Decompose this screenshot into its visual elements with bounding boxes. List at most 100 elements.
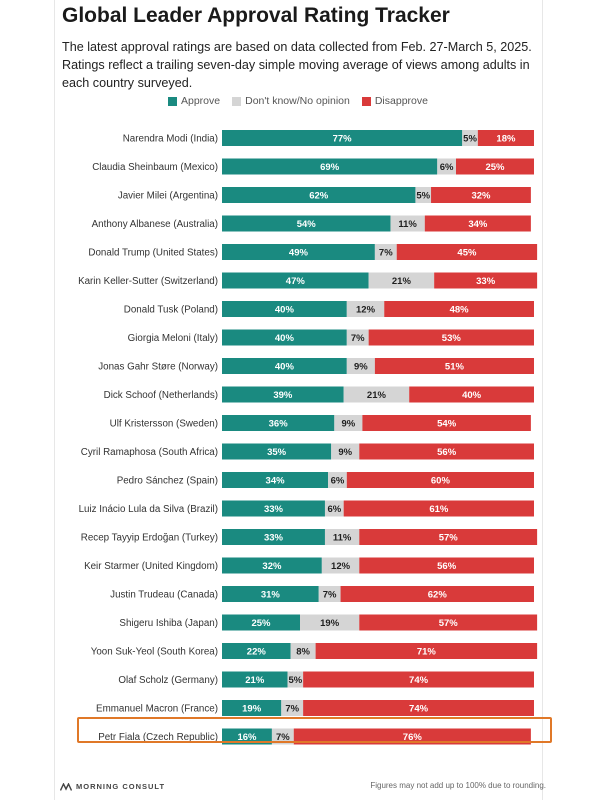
value-label-no-opinion-narendra-modi-india: 5% xyxy=(463,134,477,145)
value-label-disapprove-shigeru-ishiba-japan: 57% xyxy=(439,618,459,629)
value-label-disapprove-cyril-ramaphosa-south-africa: 56% xyxy=(437,447,457,458)
bar-no-opinion-yoon-suk-yeol-south-korea xyxy=(290,643,316,659)
bar-approve-donald-tusk-poland xyxy=(222,301,347,317)
value-label-approve-yoon-suk-yeol-south-korea: 22% xyxy=(247,647,267,658)
value-label-no-opinion-luiz-inacio-lula-da-silva-brazil: 6% xyxy=(327,504,341,515)
bar-approve-karin-keller-sutter-switzerland xyxy=(222,272,369,289)
value-label-no-opinion-giorgia-meloni-italy: 7% xyxy=(351,333,365,344)
bar-disapprove-donald-tusk-poland xyxy=(384,301,534,317)
bar-disapprove-yoon-suk-yeol-south-korea xyxy=(315,643,538,659)
bar-no-opinion-karin-keller-sutter-switzerland xyxy=(368,272,435,289)
value-label-disapprove-keir-starmer-united-kingdom: 56% xyxy=(437,561,457,572)
category-label-yoon-suk-yeol-south-korea: Yoon Suk-Yeol (South Korea) xyxy=(91,647,218,658)
value-label-disapprove-pedro-sanchez-spain: 60% xyxy=(431,476,451,487)
value-label-disapprove-jonas-gahr-st-re-norway: 51% xyxy=(445,362,465,373)
value-label-disapprove-narendra-modi-india: 18% xyxy=(496,134,516,145)
legend-label-approve: Approve xyxy=(181,95,221,107)
value-label-disapprove-olaf-scholz-germany: 74% xyxy=(409,675,429,686)
chart-subtitle: The latest approval ratings are based on… xyxy=(62,40,532,90)
bar-no-opinion-narendra-modi-india xyxy=(462,130,478,146)
value-label-approve-anthony-albanese-australia: 54% xyxy=(297,219,317,230)
legend-label-no-opinion: Don't know/No opinion xyxy=(245,95,350,107)
value-label-approve-petr-fiala-czech-republic: 16% xyxy=(237,732,257,743)
bar-disapprove-karin-keller-sutter-switzerland xyxy=(434,272,538,289)
value-label-disapprove-justin-trudeau-canada: 62% xyxy=(428,590,448,601)
value-label-no-opinion-recep-tayyip-erdogan-turkey: 11% xyxy=(333,533,352,544)
bar-approve-justin-trudeau-canada xyxy=(222,586,319,602)
category-label-karin-keller-sutter-switzerland: Karin Keller-Sutter (Switzerland) xyxy=(78,276,218,287)
value-label-disapprove-ulf-kristersson-sweden: 54% xyxy=(437,419,457,430)
bar-disapprove-dick-schoof-netherlands xyxy=(409,386,534,403)
bar-no-opinion-giorgia-meloni-italy xyxy=(346,329,369,346)
bar-approve-dick-schoof-netherlands xyxy=(222,386,344,403)
category-label-justin-trudeau-canada: Justin Trudeau (Canada) xyxy=(110,590,218,601)
bar-no-opinion-donald-tusk-poland xyxy=(346,301,385,317)
value-label-disapprove-karin-keller-sutter-switzerland: 33% xyxy=(476,276,496,287)
value-label-disapprove-claudia-sheinbaum-mexico: 25% xyxy=(485,162,505,173)
value-label-no-opinion-donald-trump-united-states: 7% xyxy=(379,248,393,259)
bar-disapprove-ulf-kristersson-sweden xyxy=(362,415,531,431)
bar-disapprove-luiz-inacio-lula-da-silva-brazil xyxy=(343,500,534,517)
value-label-approve-donald-trump-united-states: 49% xyxy=(289,248,309,259)
value-label-disapprove-petr-fiala-czech-republic: 76% xyxy=(403,732,423,743)
value-label-approve-giorgia-meloni-italy: 40% xyxy=(275,333,295,344)
bar-no-opinion-ulf-kristersson-sweden xyxy=(334,415,363,431)
category-label-claudia-sheinbaum-mexico: Claudia Sheinbaum (Mexico) xyxy=(92,162,218,173)
value-label-disapprove-giorgia-meloni-italy: 53% xyxy=(442,333,462,344)
bar-disapprove-olaf-scholz-germany xyxy=(303,671,534,688)
bar-disapprove-claudia-sheinbaum-mexico xyxy=(456,158,534,175)
value-label-approve-recep-tayyip-erdogan-turkey: 33% xyxy=(264,533,284,544)
value-label-approve-olaf-scholz-germany: 21% xyxy=(245,675,265,686)
value-label-approve-pedro-sanchez-spain: 34% xyxy=(266,476,286,487)
value-label-no-opinion-ulf-kristersson-sweden: 9% xyxy=(341,419,355,430)
value-label-no-opinion-olaf-scholz-germany: 5% xyxy=(288,675,302,686)
value-label-no-opinion-javier-milei-argentina: 5% xyxy=(416,191,430,202)
value-label-approve-keir-starmer-united-kingdom: 32% xyxy=(262,561,282,572)
legend-label-disapprove: Disapprove xyxy=(374,95,428,107)
bar-no-opinion-donald-trump-united-states xyxy=(374,244,397,260)
bar-approve-claudia-sheinbaum-mexico xyxy=(222,158,438,175)
value-label-approve-jonas-gahr-st-re-norway: 40% xyxy=(275,362,295,373)
bar-approve-shigeru-ishiba-japan xyxy=(222,614,300,631)
category-label-recep-tayyip-erdogan-turkey: Recep Tayyip Erdoğan (Turkey) xyxy=(81,533,218,544)
bar-approve-petr-fiala-czech-republic xyxy=(222,728,272,745)
category-label-giorgia-meloni-italy: Giorgia Meloni (Italy) xyxy=(128,333,218,344)
morning-consult-logo-icon xyxy=(60,782,72,791)
legend-swatch-approve xyxy=(168,96,177,106)
bar-no-opinion-shigeru-ishiba-japan xyxy=(300,614,360,631)
value-label-no-opinion-dick-schoof-netherlands: 21% xyxy=(367,390,387,401)
value-label-approve-shigeru-ishiba-japan: 25% xyxy=(251,618,271,629)
value-label-approve-emmanuel-macron-france: 19% xyxy=(242,704,262,715)
category-label-keir-starmer-united-kingdom: Keir Starmer (United Kingdom) xyxy=(84,561,218,572)
category-label-emmanuel-macron-france: Emmanuel Macron (France) xyxy=(96,704,218,715)
legend-swatch-disapprove xyxy=(361,96,371,106)
value-label-disapprove-donald-tusk-poland: 48% xyxy=(450,305,470,316)
value-label-no-opinion-justin-trudeau-canada: 7% xyxy=(323,590,337,601)
bar-no-opinion-anthony-albanese-australia xyxy=(390,215,425,232)
bar-approve-javier-milei-argentina xyxy=(222,187,416,203)
category-label-shigeru-ishiba-japan: Shigeru Ishiba (Japan) xyxy=(119,618,218,629)
bar-disapprove-giorgia-meloni-italy xyxy=(368,329,534,346)
value-label-approve-narendra-modi-india: 77% xyxy=(333,134,353,145)
bar-no-opinion-keir-starmer-united-kingdom xyxy=(321,557,360,574)
value-label-disapprove-recep-tayyip-erdogan-turkey: 57% xyxy=(439,533,459,544)
value-label-disapprove-luiz-inacio-lula-da-silva-brazil: 61% xyxy=(429,504,449,515)
value-label-disapprove-dick-schoof-netherlands: 40% xyxy=(462,390,482,401)
bar-approve-pedro-sanchez-spain xyxy=(222,472,329,488)
bar-no-opinion-dick-schoof-netherlands xyxy=(343,386,410,403)
category-label-jonas-gahr-st-re-norway: Jonas Gahr Støre (Norway) xyxy=(98,362,218,373)
value-label-disapprove-donald-trump-united-states: 45% xyxy=(457,248,477,259)
bar-approve-olaf-scholz-germany xyxy=(222,671,288,688)
bar-disapprove-javier-milei-argentina xyxy=(431,187,531,203)
bar-no-opinion-emmanuel-macron-france xyxy=(281,700,304,716)
bar-disapprove-recep-tayyip-erdogan-turkey xyxy=(359,529,538,545)
rounding-note: Figures may not add up to 100% due to ro… xyxy=(370,781,546,790)
value-label-approve-javier-milei-argentina: 62% xyxy=(309,191,329,202)
bar-no-opinion-recep-tayyip-erdogan-turkey xyxy=(324,529,360,545)
bar-no-opinion-claudia-sheinbaum-mexico xyxy=(437,158,456,175)
value-label-approve-dick-schoof-netherlands: 39% xyxy=(273,390,293,401)
bar-approve-ulf-kristersson-sweden xyxy=(222,415,335,431)
value-label-no-opinion-karin-keller-sutter-switzerland: 21% xyxy=(392,276,412,287)
value-label-no-opinion-keir-starmer-united-kingdom: 12% xyxy=(331,561,351,572)
